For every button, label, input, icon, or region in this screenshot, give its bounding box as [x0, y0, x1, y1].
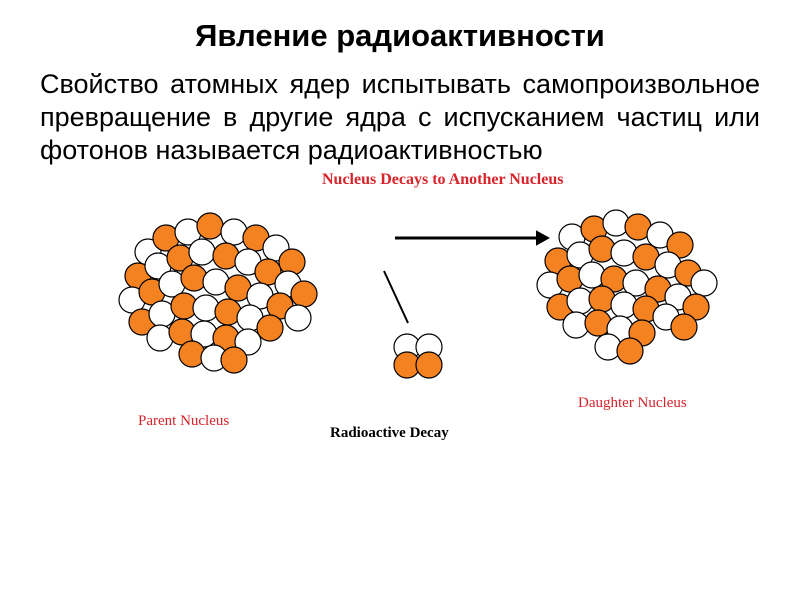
diagram-label-decay: Radioactive Decay [330, 425, 449, 442]
diagram-label-daughter: Daughter Nucleus [578, 395, 687, 412]
diagram-label-top: Nucleus Decays to Another Nucleus [322, 171, 563, 189]
decay-arrow-head [536, 230, 550, 245]
daughter-nucleus [537, 210, 717, 364]
parent-nucleus [119, 213, 317, 373]
diagram-label-parent: Parent Nucleus [138, 413, 229, 430]
slide: Явление радиоактивности Свойство атомных… [0, 0, 800, 600]
definition-text: Свойство атомных ядер испытывать самопро… [40, 68, 760, 167]
emitted-particle [394, 334, 442, 378]
emission-line [384, 271, 408, 323]
decay-diagram: Nucleus Decays to Another Nucleus Parent… [40, 163, 760, 463]
slide-title: Явление радиоактивности [40, 18, 760, 54]
